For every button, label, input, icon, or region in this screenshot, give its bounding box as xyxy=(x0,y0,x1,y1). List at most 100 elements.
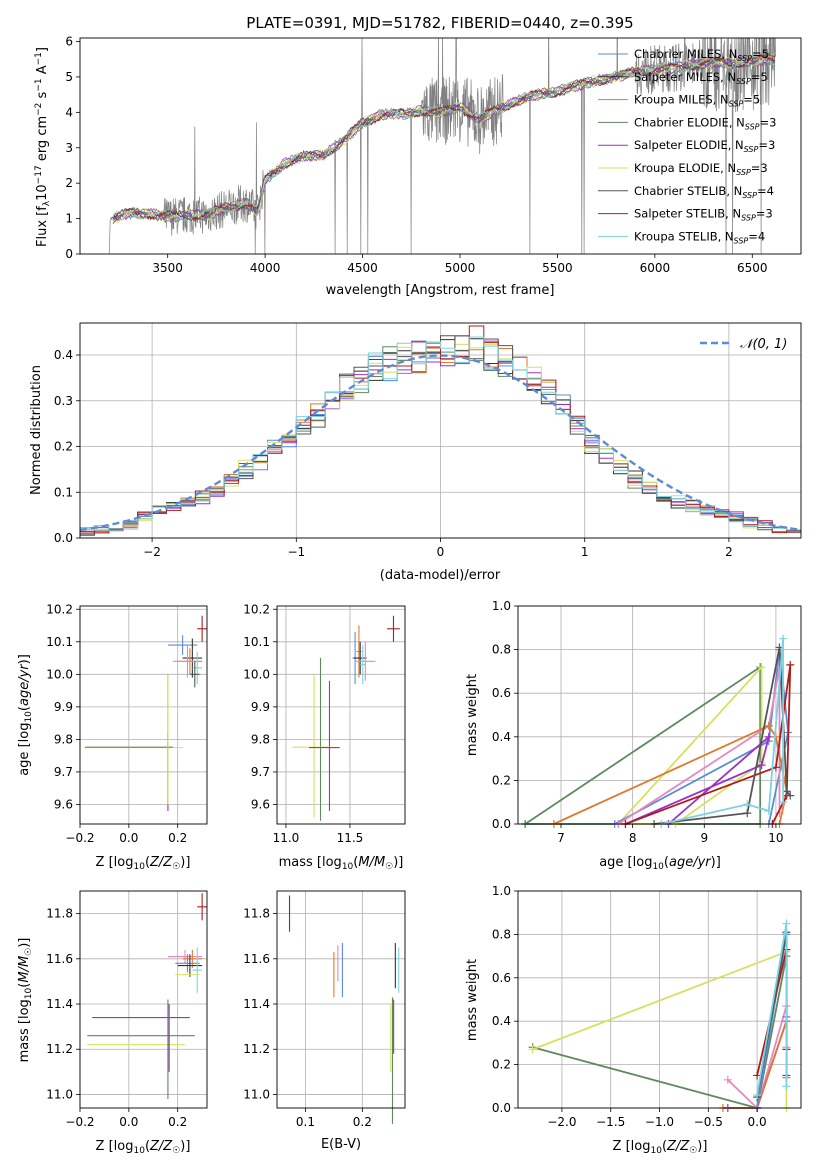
y-tick-label: 0.6 xyxy=(492,686,511,700)
y-tick-label: 10.1 xyxy=(243,635,270,649)
y-tick-label: 0.4 xyxy=(54,348,73,362)
y-tick-label: 0.2 xyxy=(492,1058,511,1072)
errorbar-point xyxy=(182,949,203,968)
weight-marker xyxy=(786,791,795,800)
weight-marker xyxy=(757,663,766,672)
x-tick-label: −2 xyxy=(143,545,161,559)
errorbar-point xyxy=(175,954,200,973)
x-tick-label: 2 xyxy=(725,545,733,559)
legend-normal-label: 𝒩(0, 1) xyxy=(740,337,787,352)
y-tick-label: 0.6 xyxy=(492,971,511,985)
y-tick-label: 1.0 xyxy=(492,884,511,898)
errorbar-point xyxy=(192,651,203,685)
y-tick-label: 0.0 xyxy=(54,531,73,545)
weight-marker xyxy=(743,800,752,809)
errorbar-point xyxy=(360,645,366,685)
x-tick-label: 4500 xyxy=(347,261,378,275)
y-tick-label: 9.8 xyxy=(54,732,73,746)
y-tick-label: 10.0 xyxy=(243,667,270,681)
y-tick-label: 2 xyxy=(65,176,73,190)
legend-label: Salpeter MILES, NSSP=5 xyxy=(634,70,768,86)
mass-weight-vs-age-panel: 7 8 9 10 0.0 0.2 0.4 0.6 0.8 1.0 age [log10(age/y… xyxy=(465,599,802,872)
y-tick-label: 0.3 xyxy=(54,394,73,408)
weight-marker xyxy=(757,761,766,770)
spectrum-ylabel: Flux [fλ10−17 erg cm−2 s−1 A−1] xyxy=(34,47,52,247)
weight-age-ylabel: mass weight xyxy=(465,674,480,756)
x-tick-label: 5000 xyxy=(445,261,476,275)
x-tick-label: 8 xyxy=(629,831,637,845)
x-tick-label: −1.5 xyxy=(596,1115,625,1129)
spectrum-xlabel: wavelength [Angstrom, rest frame] xyxy=(326,283,555,298)
model-fit-kroupa-stelib xyxy=(112,54,775,222)
y-tick-label: 11.4 xyxy=(243,997,270,1011)
y-tick-label: 0 xyxy=(65,247,73,261)
errorbar-point xyxy=(387,615,400,642)
y-tick-label: 9.7 xyxy=(54,765,73,779)
age-z-ylabel: age [log10(age/yr)] xyxy=(17,654,34,776)
model-fit-salpeter-stelib xyxy=(112,53,776,222)
y-tick-label: 0.1 xyxy=(54,485,73,499)
mass-ebv-xlabel: E(B-V) xyxy=(321,1137,361,1152)
x-tick-label: 11.0 xyxy=(273,831,300,845)
y-tick-label: 11.0 xyxy=(46,1087,73,1101)
legend-label: Chabrier STELIB, NSSP=4 xyxy=(634,184,774,200)
x-tick-label: 0.0 xyxy=(748,1115,767,1129)
x-tick-label: −0.2 xyxy=(65,1115,94,1129)
weight-marker xyxy=(782,787,791,796)
y-tick-label: 0.8 xyxy=(492,927,511,941)
y-tick-label: 10.2 xyxy=(46,602,73,616)
x-tick-label: 0 xyxy=(437,545,445,559)
y-tick-label: 0.0 xyxy=(492,1101,511,1115)
y-tick-label: 0.2 xyxy=(54,440,73,454)
histogram-xlabel: (data-model)/error xyxy=(380,568,501,583)
mass-weight-vs-metallicity-panel: −2.0 −1.5 −1.0 −0.5 0.0 0.0 0.2 0.4 0.6 0.8 1.0 Z … xyxy=(465,884,802,1156)
age-z-xlabel: Z [log10(Z/Z☉)] xyxy=(96,855,191,872)
y-tick-label: 11.2 xyxy=(243,1042,270,1056)
histogram-step-salpeter-stelib xyxy=(80,325,801,534)
model-fit-chabrier-stelib xyxy=(112,52,776,225)
x-tick-label: −0.5 xyxy=(694,1115,723,1129)
y-tick-label: 0.4 xyxy=(492,1014,511,1028)
spectrum-panel: PLATE=0391, MJD=51782, FIBERID=0440, z=0… xyxy=(34,14,802,298)
x-tick-label: 0.0 xyxy=(119,1115,138,1129)
y-tick-label: 11.2 xyxy=(46,1042,73,1056)
x-tick-label: 6500 xyxy=(737,261,768,275)
weight-marker xyxy=(779,798,788,807)
y-tick-label: 0.0 xyxy=(492,817,511,831)
y-tick-label: 9.9 xyxy=(251,700,270,714)
x-tick-label: 3500 xyxy=(152,261,183,275)
legend-label: Chabrier ELODIE, NSSP=3 xyxy=(634,115,776,131)
x-tick-label: 0.2 xyxy=(168,1115,187,1129)
mass-vs-ebv-panel: 0.1 0.2 11.0 11.2 11.4 11.6 11.8 E(B-V) xyxy=(243,890,406,1152)
weight-marker xyxy=(782,919,791,928)
histogram-ylabel: Normed distribution xyxy=(29,365,44,495)
errorbar-point xyxy=(353,641,367,675)
x-tick-label: 11.5 xyxy=(337,831,364,845)
x-tick-label: 10 xyxy=(768,831,783,845)
x-tick-label: 1 xyxy=(581,545,589,559)
y-tick-label: 0.2 xyxy=(492,773,511,787)
observed-spectrum-line xyxy=(108,38,776,254)
y-tick-label: 3 xyxy=(65,141,73,155)
residual-histogram-panel: −2 −1 0 1 2 0.0 0.1 0.2 0.3 0.4 (data-model)/erro… xyxy=(29,322,802,583)
weight-marker xyxy=(743,809,752,818)
y-tick-label: 11.6 xyxy=(243,952,270,966)
x-tick-label: −0.2 xyxy=(65,831,94,845)
x-tick-label: −2.0 xyxy=(547,1115,576,1129)
y-tick-label: 6 xyxy=(65,35,73,49)
x-tick-label: −1.0 xyxy=(645,1115,674,1129)
weight-age-xlabel: age [log10(age/yr)] xyxy=(599,855,721,872)
weight-marker xyxy=(753,1090,762,1099)
histogram-step-kroupa-stelib xyxy=(80,336,801,532)
weight-marker xyxy=(782,1082,791,1091)
y-tick-label: 10.0 xyxy=(46,667,73,681)
errorbar-point xyxy=(189,661,200,688)
spectrum-title: PLATE=0391, MJD=51782, FIBERID=0440, z=0… xyxy=(246,14,633,32)
errorbar-point xyxy=(355,641,376,681)
histogram-step-salpeter-elodie xyxy=(80,336,801,534)
normal-curve xyxy=(79,354,802,532)
spectrum-legend: Chabrier MILES, NSSP=5 Salpeter MILES, NS… xyxy=(598,47,776,245)
x-tick-label: 0.1 xyxy=(296,1115,315,1129)
histogram-legend: 𝒩(0, 1) xyxy=(700,337,787,352)
